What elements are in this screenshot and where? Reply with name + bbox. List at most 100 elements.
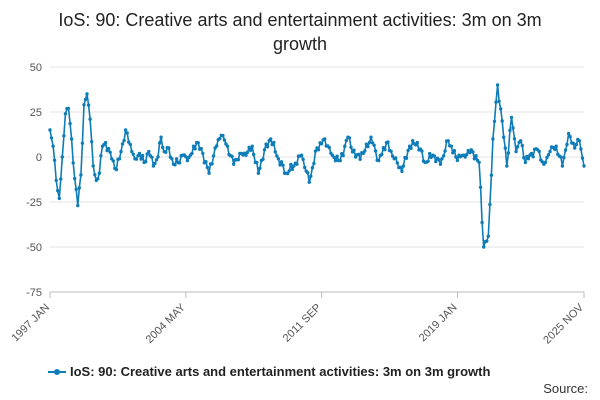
- data-point[interactable]: [164, 150, 168, 154]
- data-point[interactable]: [486, 234, 490, 238]
- data-point[interactable]: [316, 148, 321, 152]
- data-point[interactable]: [56, 188, 60, 193]
- data-point[interactable]: [190, 151, 194, 156]
- data-point[interactable]: [66, 106, 71, 111]
- data-point[interactable]: [134, 157, 139, 161]
- data-point[interactable]: [386, 140, 390, 144]
- data-point[interactable]: [156, 155, 160, 159]
- data-point[interactable]: [272, 140, 276, 145]
- data-point[interactable]: [580, 156, 585, 160]
- data-point[interactable]: [106, 146, 111, 151]
- data-point[interactable]: [508, 128, 512, 133]
- data-point[interactable]: [400, 169, 404, 174]
- data-point[interactable]: [471, 150, 475, 154]
- data-point[interactable]: [150, 155, 154, 159]
- data-point[interactable]: [265, 145, 270, 149]
- data-point[interactable]: [395, 161, 399, 165]
- data-point[interactable]: [560, 164, 565, 168]
- data-point[interactable]: [454, 155, 458, 159]
- data-point[interactable]: [79, 173, 83, 177]
- data-point[interactable]: [488, 202, 492, 207]
- data-point[interactable]: [443, 149, 447, 153]
- data-point[interactable]: [327, 145, 331, 150]
- data-point[interactable]: [287, 169, 291, 173]
- data-point[interactable]: [574, 142, 578, 147]
- data-point[interactable]: [286, 171, 290, 176]
- data-point[interactable]: [526, 157, 531, 161]
- data-point[interactable]: [559, 155, 563, 159]
- data-point[interactable]: [147, 149, 151, 154]
- data-point[interactable]: [411, 139, 415, 143]
- data-point[interactable]: [367, 140, 372, 145]
- data-point[interactable]: [478, 185, 483, 189]
- data-point[interactable]: [474, 154, 478, 158]
- data-point[interactable]: [477, 160, 481, 165]
- data-point[interactable]: [128, 142, 132, 147]
- data-point[interactable]: [372, 143, 376, 147]
- data-point[interactable]: [230, 154, 234, 159]
- data-point[interactable]: [73, 176, 77, 181]
- data-point[interactable]: [184, 155, 188, 159]
- data-point[interactable]: [151, 164, 156, 168]
- data-point[interactable]: [495, 83, 500, 87]
- data-point[interactable]: [540, 160, 544, 164]
- data-point[interactable]: [244, 153, 248, 157]
- data-point[interactable]: [62, 134, 66, 138]
- data-point[interactable]: [313, 149, 318, 153]
- data-point[interactable]: [568, 134, 572, 139]
- data-point[interactable]: [60, 155, 64, 159]
- data-point[interactable]: [338, 158, 342, 163]
- data-point[interactable]: [76, 203, 80, 208]
- data-point[interactable]: [406, 148, 410, 153]
- data-point[interactable]: [482, 245, 486, 249]
- data-point[interactable]: [69, 137, 74, 141]
- data-point[interactable]: [82, 103, 86, 107]
- data-point[interactable]: [503, 146, 507, 150]
- data-point[interactable]: [205, 165, 210, 170]
- data-point[interactable]: [279, 160, 284, 164]
- data-point[interactable]: [529, 151, 534, 156]
- data-point[interactable]: [545, 155, 549, 160]
- data-point[interactable]: [289, 162, 293, 167]
- data-point[interactable]: [167, 146, 171, 150]
- data-point[interactable]: [269, 137, 273, 141]
- data-point[interactable]: [522, 156, 526, 160]
- data-point[interactable]: [51, 144, 55, 148]
- data-point[interactable]: [377, 158, 381, 163]
- data-point[interactable]: [120, 142, 125, 146]
- data-point[interactable]: [509, 115, 514, 120]
- data-point[interactable]: [394, 156, 398, 160]
- data-point[interactable]: [463, 155, 467, 159]
- data-point[interactable]: [86, 103, 91, 107]
- data-point[interactable]: [332, 155, 336, 160]
- data-point[interactable]: [505, 164, 509, 168]
- data-point[interactable]: [434, 159, 438, 164]
- data-point[interactable]: [500, 119, 504, 123]
- data-point[interactable]: [562, 156, 566, 160]
- data-point[interactable]: [347, 136, 352, 140]
- data-point[interactable]: [161, 145, 165, 150]
- data-point[interactable]: [389, 149, 393, 153]
- legend[interactable]: IoS: 90: Creative arts and entertainment…: [48, 364, 490, 379]
- data-point[interactable]: [261, 157, 265, 161]
- data-point[interactable]: [404, 156, 409, 160]
- data-point[interactable]: [140, 153, 145, 158]
- data-point[interactable]: [306, 171, 310, 175]
- data-point[interactable]: [215, 144, 219, 148]
- data-point[interactable]: [319, 142, 324, 146]
- data-point[interactable]: [157, 141, 162, 145]
- data-point[interactable]: [307, 180, 311, 184]
- data-point[interactable]: [80, 141, 85, 145]
- data-point[interactable]: [52, 158, 57, 162]
- data-point[interactable]: [88, 117, 92, 121]
- data-point[interactable]: [252, 152, 256, 157]
- data-point[interactable]: [437, 158, 441, 162]
- data-point[interactable]: [520, 143, 524, 148]
- data-point[interactable]: [494, 100, 498, 104]
- data-point[interactable]: [174, 157, 179, 161]
- data-point[interactable]: [264, 142, 268, 146]
- data-point[interactable]: [571, 141, 575, 145]
- data-point[interactable]: [247, 145, 251, 150]
- data-point[interactable]: [357, 152, 361, 156]
- data-point[interactable]: [349, 145, 353, 149]
